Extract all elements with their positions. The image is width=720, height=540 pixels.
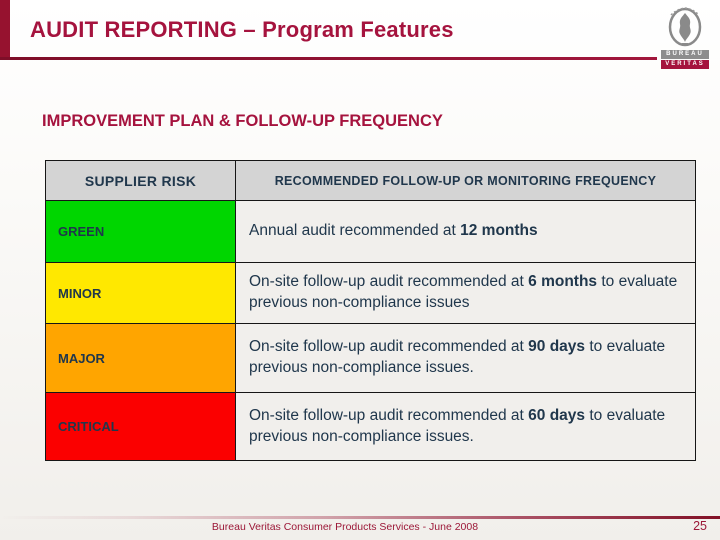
frequency-cell-minor: On-site follow-up audit recommended at 6… [235,262,696,324]
logo-veritas-label: VERITAS [661,60,709,69]
frequency-bold-value: 12 months [460,222,538,240]
table-row-minor: MINOR On-site follow-up audit recommende… [45,262,696,324]
frequency-cell-green: Annual audit recommended at 12 months [235,200,696,263]
frequency-text-after: to evaluate previous non-compliance issu… [249,406,666,445]
table-header-row: SUPPLIER RISK RECOMMENDED FOLLOW-UP OR M… [45,160,696,201]
frequency-text: On-site follow-up audit recommended at [249,273,529,291]
title-underline [0,57,657,60]
table-row-green: GREEN Annual audit recommended at 12 mon… [45,200,696,263]
bureau-veritas-emblem-icon [668,7,702,47]
table-row-major: MAJOR On-site follow-up audit recommende… [45,323,696,393]
footer-text: Bureau Veritas Consumer Products Service… [211,521,479,533]
header-supplier-risk: SUPPLIER RISK [45,160,236,201]
frequency-bold-value: 6 months [528,273,598,291]
risk-label-green: GREEN [45,200,236,263]
risk-label-major: MAJOR [45,323,236,393]
frequency-bold-value: 60 days [528,406,586,424]
page-number: 25 [693,519,707,533]
frequency-text: On-site follow-up audit recommended at [249,406,529,424]
risk-label-minor: MINOR [45,262,236,324]
frequency-text: Annual audit recommended at [249,222,461,240]
frequency-bold-value: 90 days [528,338,586,356]
frequency-text-after: to evaluate previous non-compliance issu… [249,273,678,311]
slide-title: AUDIT REPORTING – Program Features [30,17,454,42]
header-recommended-frequency: RECOMMENDED FOLLOW-UP OR MONITORING FREQ… [235,160,696,201]
logo-bureau-label: BUREAU [661,50,709,59]
section-subtitle: IMPROVEMENT PLAN & FOLLOW-UP FREQUENCY [42,112,443,130]
frequency-cell-major: On-site follow-up audit recommended at 9… [235,323,696,393]
table-row-critical: CRITICAL On-site follow-up audit recomme… [45,392,696,461]
header-accent-bar [0,0,10,57]
risk-label-critical: CRITICAL [45,392,236,461]
frequency-text: On-site follow-up audit recommended at [249,338,529,356]
frequency-text-after: to evaluate previous non-compliance issu… [249,338,666,376]
footer-gradient-line [0,516,720,519]
frequency-cell-critical: On-site follow-up audit recommended at 6… [235,392,696,461]
bureau-veritas-logo: BUREAU VERITAS [660,5,710,69]
risk-frequency-table: SUPPLIER RISK RECOMMENDED FOLLOW-UP OR M… [45,160,696,461]
